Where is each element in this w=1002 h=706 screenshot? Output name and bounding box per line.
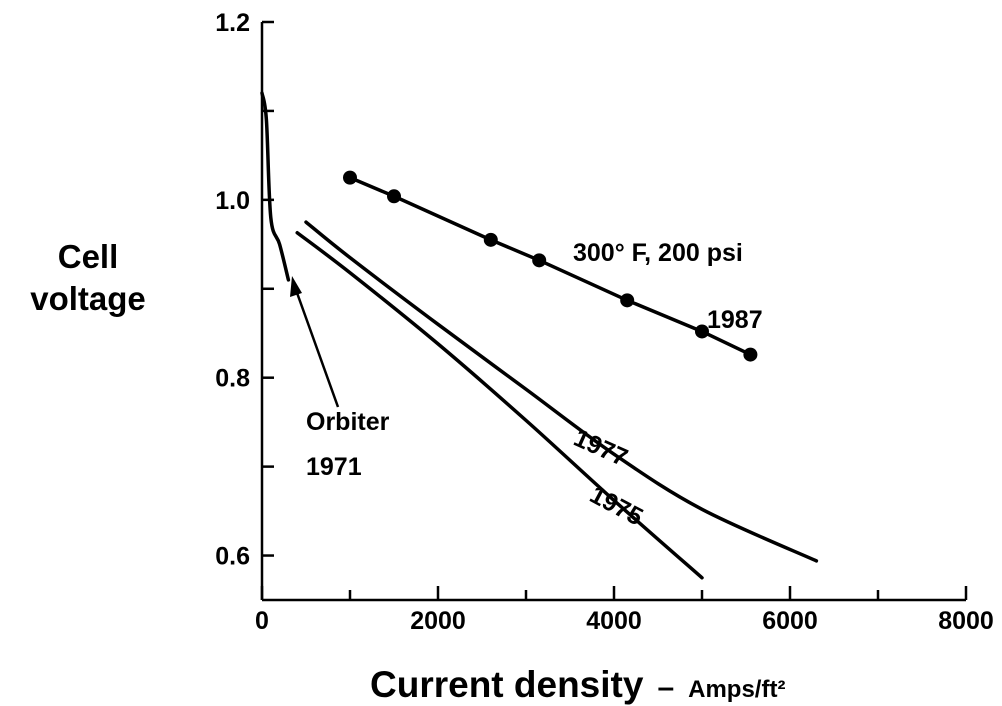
- series-line-1975: [295, 230, 704, 580]
- orbiter-arrow-head: [290, 276, 302, 297]
- series-label-1987: 1987: [707, 306, 763, 334]
- series-label-1987-conditions: 300° F, 200 psi: [573, 239, 743, 267]
- x-tick-label-4: 8000: [938, 607, 994, 635]
- data-point-1987-0: [343, 170, 357, 185]
- x-tick-label-2: 4000: [586, 607, 642, 635]
- x-axis-title: Current density – Amps/ft²: [370, 664, 785, 705]
- y-tick-label-3: 1.2: [215, 9, 250, 37]
- x-axis-unit: Amps/ft²: [688, 676, 785, 703]
- x-tick-label-0: 0: [255, 607, 269, 635]
- ticks: 0.6 0.8 1.0 1.2 0 2000 4000 6000 8000: [215, 9, 994, 635]
- series-line-orbiter-1971: [260, 91, 291, 282]
- data-point-1987-6: [743, 347, 758, 362]
- y-tick-label-1: 0.8: [215, 365, 250, 393]
- series-label-1977: 1977: [570, 424, 632, 472]
- data-point-1987-3: [532, 253, 547, 268]
- y-tick-label-2: 1.0: [215, 187, 250, 215]
- x-axis-label: Current density: [370, 664, 644, 705]
- data-point-1987-1: [387, 189, 401, 204]
- series-label-orbiter: Orbiter: [306, 408, 390, 436]
- data-point-1987-5: [695, 324, 709, 339]
- series-group: [260, 91, 819, 580]
- y-tick-label-0: 0.6: [215, 543, 250, 571]
- data-point-1987-2: [483, 232, 498, 247]
- y-axis-label-line-2: voltage: [30, 280, 146, 317]
- x-tick-label-3: 6000: [762, 607, 818, 635]
- data-point-1987-4: [620, 293, 635, 308]
- orbiter-arrow-shaft: [294, 289, 340, 408]
- series-label-1975: 1975: [585, 481, 647, 532]
- x-axis-unit-prefix: –: [657, 671, 674, 704]
- annotations: Cell voltage Current density – Amps/ft² …: [30, 238, 785, 705]
- series-line-1977: [304, 220, 819, 563]
- series-label-orbiter-year: 1971: [306, 453, 362, 481]
- y-axis-label-line-1: Cell: [58, 238, 119, 275]
- x-tick-label-1: 2000: [410, 607, 466, 635]
